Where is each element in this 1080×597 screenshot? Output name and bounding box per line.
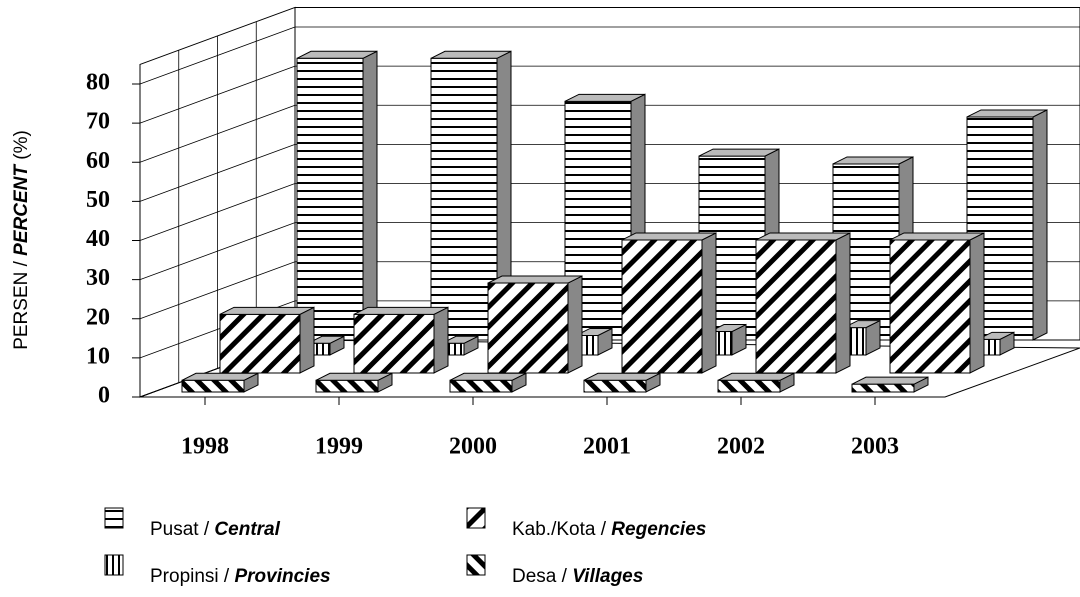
y-tick-label: 30 <box>86 265 110 291</box>
bar-top <box>889 232 985 241</box>
bar-front <box>353 313 435 374</box>
bar-top <box>621 232 717 241</box>
bar-front <box>583 379 647 393</box>
bar-top <box>353 306 449 315</box>
legend-swatch <box>466 507 486 529</box>
bar-top <box>832 156 914 165</box>
bar-top <box>583 372 661 381</box>
bar-top <box>441 335 479 344</box>
y-tick-label: 70 <box>86 109 110 135</box>
bar-front <box>219 313 301 374</box>
bar-side <box>433 306 449 374</box>
bar-top <box>430 50 512 59</box>
bar-side <box>299 306 315 374</box>
y-tick-label: 20 <box>86 304 110 330</box>
bar-front <box>889 239 971 374</box>
y-tick-label: 0 <box>98 383 110 409</box>
bar-side <box>969 232 985 374</box>
bar <box>449 372 527 393</box>
grid-line <box>139 143 296 202</box>
y-tick-label: 80 <box>86 70 110 96</box>
bar <box>717 372 795 393</box>
bar <box>315 372 393 393</box>
legend-swatch <box>466 554 486 576</box>
bar-side <box>701 232 717 374</box>
bar-top <box>296 50 378 59</box>
y-axis-label: PERSEN / PERCENT (%) <box>11 130 32 350</box>
y-tick-label: 40 <box>86 226 110 252</box>
legend-swatch <box>104 507 124 529</box>
bar-side <box>567 275 583 374</box>
bar <box>181 372 259 393</box>
grid-line <box>139 183 296 241</box>
bar <box>441 335 479 356</box>
y-tick-label: 50 <box>86 187 110 213</box>
x-tick-label: 2002 <box>717 434 765 460</box>
bar <box>755 232 851 374</box>
bar-front <box>851 383 915 393</box>
bar-top <box>219 306 315 315</box>
bar-top <box>755 232 851 241</box>
bar-top <box>966 109 1048 118</box>
bar-front <box>296 57 364 341</box>
bar-front <box>315 379 379 393</box>
bar-top <box>977 331 1015 340</box>
x-tick-label: 2001 <box>583 434 631 460</box>
x-tick-label: 2003 <box>851 434 899 460</box>
bar-top <box>449 372 527 381</box>
bar-side <box>362 50 378 341</box>
legend-label: Propinsi / Provincies <box>150 566 331 587</box>
bar <box>621 232 717 374</box>
bar <box>487 275 583 374</box>
legend-swatch <box>104 554 124 576</box>
grid-line <box>139 261 296 320</box>
bar-front <box>755 239 837 374</box>
x-tick-label: 2000 <box>449 434 497 460</box>
bar <box>307 335 345 356</box>
legend-label: Pusat / Central <box>150 519 281 540</box>
bar <box>430 50 512 341</box>
bar-top <box>181 372 259 381</box>
bar-front <box>181 379 245 393</box>
bar-top <box>564 93 646 102</box>
grid-line <box>139 222 296 281</box>
bar-top <box>575 327 613 336</box>
bar <box>851 376 929 393</box>
bar-side <box>1032 109 1048 341</box>
bar-top <box>843 320 881 329</box>
bar-side <box>835 232 851 374</box>
legend-label: Desa / Villages <box>512 566 643 587</box>
bar <box>296 50 378 341</box>
bar-top <box>709 324 747 333</box>
y-tick-label: 60 <box>86 148 110 174</box>
bar-front <box>717 379 781 393</box>
y-tick-label: 10 <box>86 343 110 369</box>
legend-label: Kab./Kota / Regencies <box>512 519 706 540</box>
bar-front <box>449 379 513 393</box>
bar-front <box>487 282 569 374</box>
bar-top <box>487 275 583 284</box>
bar <box>219 306 315 374</box>
bar <box>889 232 985 374</box>
bar-top <box>315 372 393 381</box>
grid-line <box>139 26 296 85</box>
bar <box>575 327 613 356</box>
grid-line <box>139 104 296 163</box>
bar-top <box>717 372 795 381</box>
x-tick-label: 1998 <box>181 434 229 460</box>
bar <box>583 372 661 393</box>
bar-top <box>307 335 345 344</box>
bar-front <box>430 57 498 341</box>
bar-front <box>621 239 703 374</box>
bar <box>353 306 449 374</box>
bar-top <box>698 148 780 157</box>
grid-line <box>139 65 296 124</box>
x-tick-label: 1999 <box>315 434 363 460</box>
bar-top <box>851 376 929 385</box>
